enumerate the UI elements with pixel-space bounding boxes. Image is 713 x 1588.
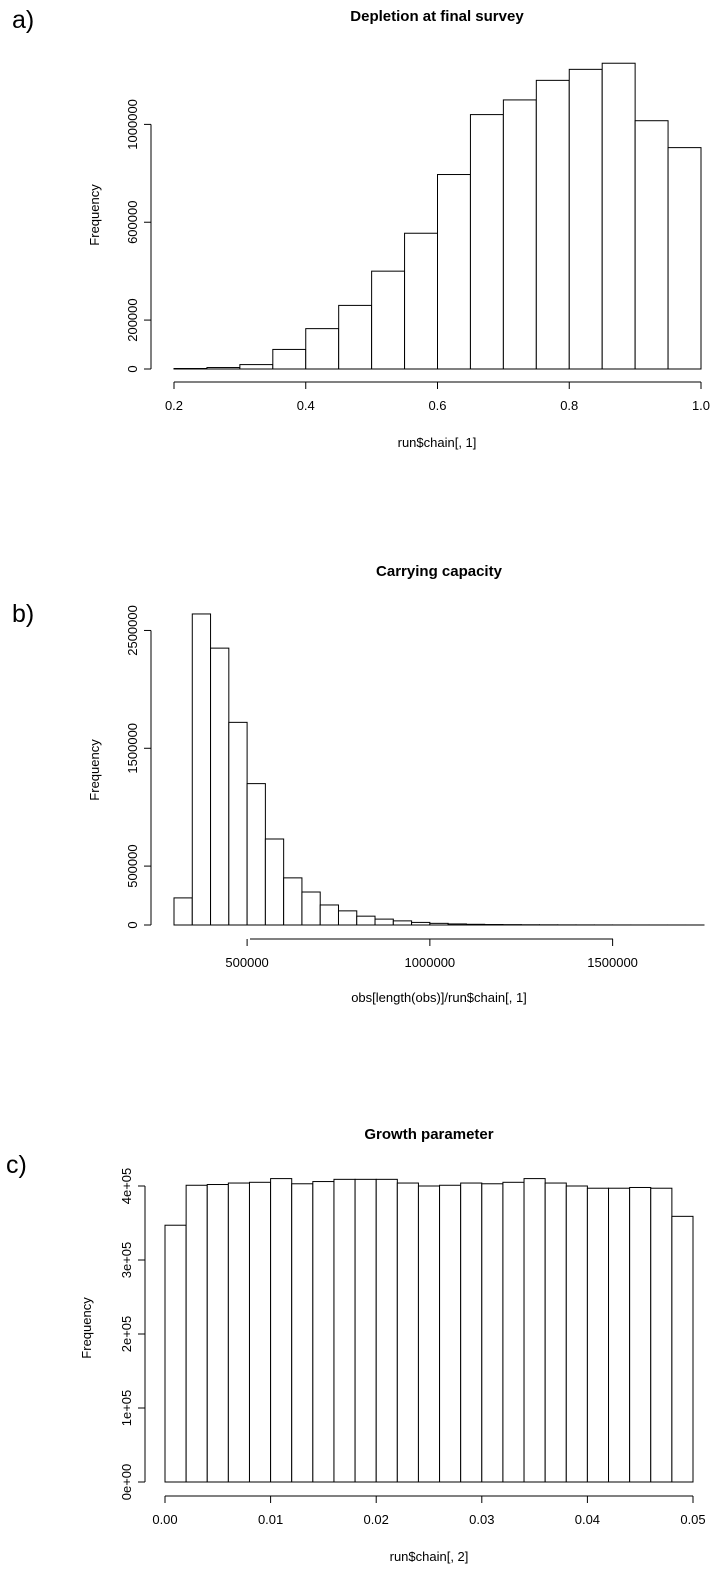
histogram-bar [635, 121, 668, 369]
x-tick-label: 0.04 [575, 1512, 600, 1527]
histogram-bar [440, 1185, 461, 1482]
histogram-bar [247, 784, 265, 925]
x-axis-label: run$chain[, 1] [398, 435, 477, 450]
x-tick-label: 0.4 [297, 398, 315, 413]
histogram-bar [609, 1188, 630, 1482]
y-tick-label: 2e+05 [119, 1316, 134, 1353]
histogram-bar [240, 365, 273, 369]
histogram-bar [334, 1179, 355, 1482]
histogram-bar [470, 115, 503, 369]
y-tick-label: 0e+00 [119, 1464, 134, 1501]
histogram-bar [302, 892, 320, 925]
histogram-bar [192, 614, 210, 925]
histogram-bar [602, 63, 635, 369]
histogram-bar [651, 1188, 672, 1482]
histogram-bar [229, 722, 247, 925]
x-axis-label: obs[length(obs)]/run$chain[, 1] [351, 990, 527, 1005]
histogram-bar [430, 923, 448, 925]
y-tick-label: 1500000 [125, 723, 140, 774]
chart-title: Depletion at final survey [350, 8, 524, 25]
histogram-bar [375, 919, 393, 925]
growth-parameter-histogram: Growth parameter Frequency run$chain[, 2… [0, 1118, 713, 1588]
histogram-bar [503, 100, 536, 369]
histogram-bar [273, 349, 306, 369]
y-axis-label: Frequency [87, 739, 102, 801]
histogram-bar [271, 1179, 292, 1482]
x-tick-label: 0.03 [469, 1512, 494, 1527]
histogram-bar [265, 839, 283, 925]
histogram-bar [207, 368, 240, 369]
x-tick-label: 1000000 [405, 955, 456, 970]
y-tick-label: 600000 [125, 201, 140, 244]
x-tick-label: 1.0 [692, 398, 710, 413]
histogram-bar [461, 1183, 482, 1482]
histogram-bar [566, 1186, 587, 1482]
y-tick-label: 1000000 [125, 99, 140, 150]
x-tick-label: 0.01 [258, 1512, 283, 1527]
histogram-bar [466, 924, 484, 925]
histogram-bar [320, 905, 338, 925]
histogram-bar [207, 1185, 228, 1482]
histogram-bar [372, 271, 405, 369]
x-tick-label: 0.8 [560, 398, 578, 413]
histogram-bar [338, 911, 356, 925]
histogram-bar [630, 1187, 651, 1482]
histogram-bar [448, 924, 466, 925]
y-tick-label: 3e+05 [119, 1242, 134, 1279]
histogram-bar [249, 1182, 270, 1482]
y-tick-label: 4e+05 [119, 1168, 134, 1205]
y-tick-label: 200000 [125, 298, 140, 341]
histogram-bar [292, 1184, 313, 1482]
histogram-bar [306, 329, 339, 369]
histogram-bar [668, 148, 701, 369]
x-tick-label: 0.05 [680, 1512, 705, 1527]
y-tick-label: 0 [125, 921, 140, 928]
histogram-bar [569, 69, 602, 369]
x-tick-label: 1500000 [587, 955, 638, 970]
histogram-bar [284, 878, 302, 925]
depletion-histogram: Depletion at final survey Frequency run$… [0, 0, 713, 470]
chart-title: Growth parameter [364, 1126, 493, 1143]
y-tick-label: 1e+05 [119, 1390, 134, 1427]
y-tick-label: 500000 [125, 844, 140, 887]
x-tick-label: 0.6 [428, 398, 446, 413]
carrying-capacity-histogram: Carrying capacity Frequency obs[length(o… [0, 555, 713, 1025]
histogram-bar [397, 1183, 418, 1482]
histogram-bar [438, 175, 471, 369]
histogram-bar [376, 1179, 397, 1482]
x-tick-label: 0.02 [364, 1512, 389, 1527]
histogram-bar [536, 80, 569, 369]
histogram-bar [545, 1183, 566, 1482]
histogram-bar [503, 1182, 524, 1482]
x-tick-label: 0.00 [152, 1512, 177, 1527]
histogram-bar [355, 1179, 376, 1482]
y-tick-label: 2500000 [125, 605, 140, 656]
y-axis-label: Frequency [79, 1297, 94, 1359]
chart-title: Carrying capacity [376, 563, 503, 580]
histogram-bar [587, 1188, 608, 1482]
histogram-bar [393, 921, 411, 925]
histogram-bar [174, 898, 192, 925]
y-tick-label: 0 [125, 365, 140, 372]
histogram-bar [418, 1186, 439, 1482]
histogram-bar [165, 1225, 186, 1482]
histogram-bar [211, 648, 229, 925]
x-tick-label: 500000 [225, 955, 268, 970]
x-tick-label: 0.2 [165, 398, 183, 413]
histogram-bar [524, 1179, 545, 1482]
x-axis-label: run$chain[, 2] [390, 1549, 469, 1564]
histogram-bar [228, 1183, 249, 1482]
histogram-bar [412, 922, 430, 925]
histogram-bar [186, 1185, 207, 1482]
histogram-bar [672, 1216, 693, 1482]
histogram-bar [357, 916, 375, 925]
y-axis-label: Frequency [87, 184, 102, 246]
histogram-bar [405, 233, 438, 369]
histogram-bar [339, 305, 372, 369]
histogram-bar [313, 1182, 334, 1482]
histogram-bar [482, 1184, 503, 1482]
